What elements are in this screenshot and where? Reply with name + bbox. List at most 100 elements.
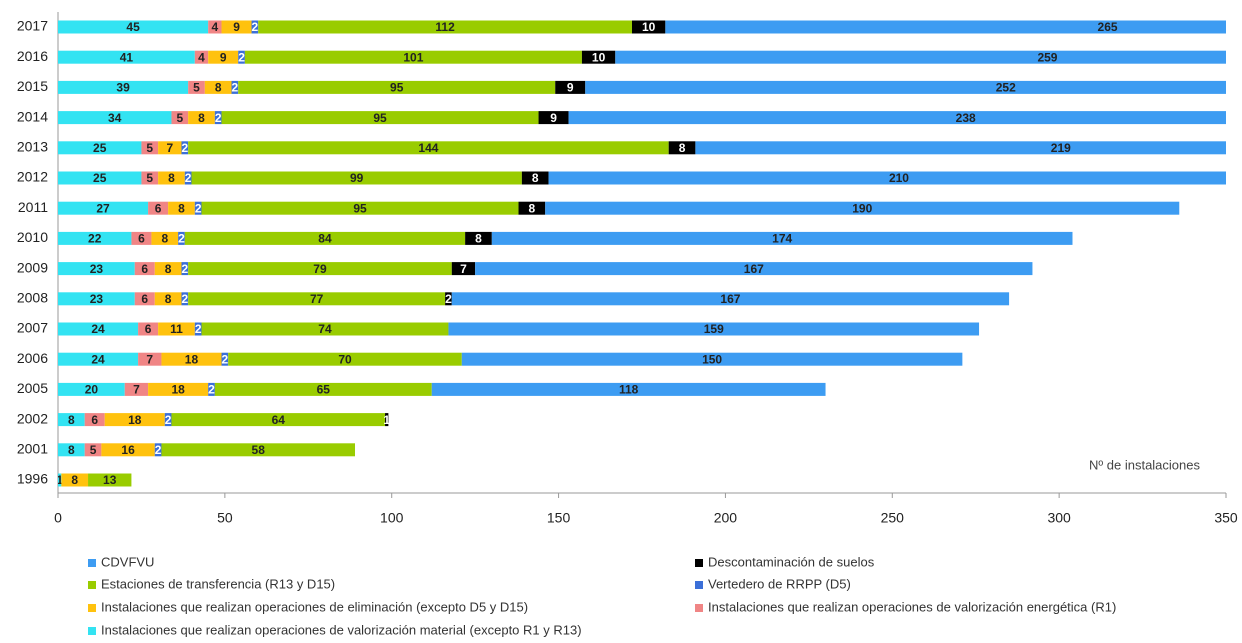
bar-segment — [151, 231, 179, 245]
bar-segment — [194, 322, 202, 336]
value-label: 25 — [93, 141, 107, 155]
bar-segment — [158, 141, 182, 155]
value-label: 13 — [103, 473, 117, 487]
bar-segment — [194, 50, 209, 64]
value-label: 5 — [176, 111, 183, 125]
bar-segment — [188, 141, 669, 155]
bar-segment — [58, 413, 85, 427]
bar-segment — [58, 171, 142, 185]
value-label: 6 — [91, 413, 98, 427]
value-label: 101 — [403, 50, 423, 64]
value-label: 118 — [619, 383, 639, 397]
bar-segment — [138, 352, 162, 366]
bar-segment — [88, 473, 132, 487]
value-label: 167 — [720, 292, 740, 306]
value-label: 144 — [418, 141, 438, 155]
bar-segment — [161, 352, 222, 366]
value-label: 95 — [353, 201, 367, 215]
bar-segment — [194, 201, 202, 215]
y-tick-label: 2011 — [18, 199, 48, 215]
value-label: 8 — [165, 262, 172, 276]
value-label: 74 — [318, 322, 332, 336]
x-tick-label: 50 — [217, 510, 233, 526]
value-label: 8 — [71, 473, 78, 487]
y-tick-label: 2015 — [17, 78, 48, 94]
value-label: 6 — [141, 262, 148, 276]
value-label: 6 — [141, 292, 148, 306]
y-tick-label: 2016 — [17, 48, 48, 64]
value-label: 8 — [68, 443, 75, 457]
bar-segment — [154, 292, 182, 306]
value-label: 79 — [313, 262, 327, 276]
legend-label: Estaciones de transferencia (R13 y D15) — [101, 576, 335, 591]
bar-segment — [178, 231, 185, 245]
value-label: 2 — [195, 201, 202, 215]
bar-segment — [181, 141, 189, 155]
bar-segment — [214, 382, 432, 396]
value-label: 238 — [956, 111, 976, 125]
x-tick-label: 250 — [881, 510, 905, 526]
y-tick-label: 2007 — [17, 320, 48, 336]
value-label: 65 — [317, 383, 331, 397]
bar-segment — [208, 20, 222, 34]
value-label: 8 — [68, 413, 75, 427]
bar-segment — [695, 141, 1226, 155]
bar-segment — [491, 231, 1073, 245]
value-label: 16 — [121, 443, 135, 457]
y-tick-label: 2006 — [17, 350, 48, 366]
bar-segment — [184, 171, 192, 185]
y-tick-label: 2001 — [17, 441, 48, 457]
value-label: 150 — [702, 352, 722, 366]
bar-segment — [58, 352, 139, 366]
x-tick-label: 200 — [714, 510, 738, 526]
bar-segment — [58, 231, 132, 245]
bar-segment — [158, 171, 185, 185]
legend-swatch — [695, 604, 703, 612]
value-label: 9 — [233, 20, 240, 34]
bar-segment — [201, 322, 449, 336]
bar-segment — [545, 201, 1180, 215]
value-label: 64 — [272, 413, 286, 427]
legend-swatch — [88, 581, 96, 589]
value-label: 95 — [390, 81, 404, 95]
value-label: 190 — [852, 201, 872, 215]
bar-segment — [58, 201, 149, 215]
bar-segment — [168, 201, 195, 215]
value-label: 39 — [116, 81, 130, 95]
bar-segment — [465, 231, 492, 245]
bar-segment — [631, 20, 666, 34]
value-label: 5 — [193, 81, 200, 95]
bar-segment — [204, 80, 232, 94]
value-label: 4 — [212, 20, 219, 34]
bar-segment — [221, 111, 539, 125]
legend-swatch — [695, 581, 703, 589]
bar-segment — [61, 473, 89, 487]
bar-segment — [518, 201, 546, 215]
bar-segment — [58, 443, 85, 457]
value-label: 8 — [532, 171, 539, 185]
bar-segment — [555, 80, 586, 94]
value-label: 174 — [772, 232, 792, 246]
bar-segment — [208, 50, 239, 64]
y-tick-label: 2013 — [17, 139, 48, 155]
value-label: 41 — [120, 50, 134, 64]
value-label: 24 — [91, 352, 105, 366]
value-label: 219 — [1051, 141, 1071, 155]
bar-segment — [58, 20, 209, 34]
y-tick-label: 2014 — [17, 108, 48, 124]
y-tick-label: 2012 — [17, 169, 48, 185]
bar-segment — [238, 50, 245, 64]
value-label: 45 — [126, 20, 140, 34]
bar-segment — [148, 201, 169, 215]
value-label: 8 — [475, 232, 482, 246]
value-label: 23 — [90, 262, 104, 276]
bar-segment — [448, 322, 980, 336]
x-tick-label: 350 — [1214, 510, 1238, 526]
value-label: 2 — [445, 292, 452, 306]
value-label: 259 — [1037, 50, 1057, 64]
bar-segment — [101, 443, 155, 457]
bar-segment — [141, 141, 159, 155]
bar-segment — [208, 382, 215, 396]
value-label: 2 — [252, 20, 259, 34]
